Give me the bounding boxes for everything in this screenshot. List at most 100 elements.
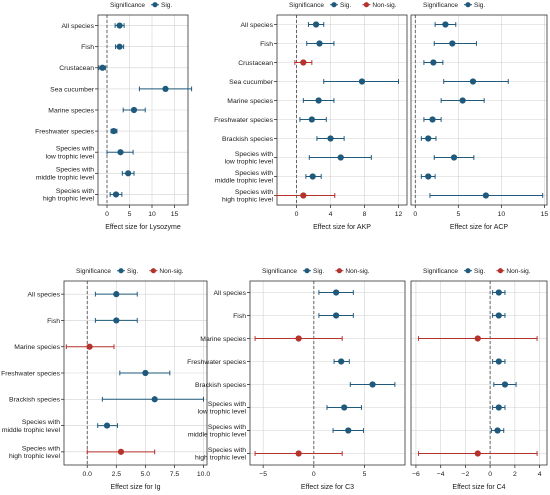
legend: Significance Sig. — [110, 2, 172, 9]
estimate-point — [300, 59, 307, 66]
category-label: Freshwater species — [187, 359, 247, 366]
category-label: Species with middle trophic level — [188, 424, 247, 439]
x-tick-label: 10.0 — [197, 471, 210, 478]
category-label: Marine species — [200, 336, 246, 343]
legend: Significance Sig. Non-sig. — [289, 2, 397, 9]
legend-key-dot — [150, 268, 156, 274]
forest-panel: Significance Sig. Non-sig. −6 −4 −2 0 2 4 Effect … — [410, 268, 548, 491]
category-label: Fish — [260, 41, 273, 48]
estimate-point — [369, 381, 376, 388]
x-tick-label: 0 — [295, 211, 299, 218]
x-tick-label: −4 — [437, 471, 445, 478]
legend-title: Significance — [76, 268, 111, 275]
x-tick-label: 5 — [363, 471, 367, 478]
x-axis-title: Effect size for Lysozyme — [105, 224, 181, 231]
legend-label: Non-sig. — [506, 268, 530, 275]
category-label: Species with high trophic level — [43, 188, 94, 203]
category-label: Brackish species — [222, 136, 274, 143]
estimate-point — [315, 97, 322, 104]
estimate-point — [358, 78, 366, 85]
x-tick-label: 2.5 — [112, 471, 122, 478]
plot-frame — [276, 14, 408, 206]
estimate-point — [117, 149, 124, 156]
x-tick-label: 15 — [171, 211, 179, 218]
x-axis-title: Effect size for C3 — [301, 484, 354, 491]
legend: Significance Sig. Non-sig. — [262, 268, 370, 275]
estimate-point — [116, 43, 123, 50]
category-label: Crustacean — [238, 60, 273, 67]
category-label: Marine species — [48, 107, 94, 114]
x-tick-label: −2 — [462, 471, 470, 478]
estimate-point — [341, 404, 348, 411]
category-label: All species — [28, 292, 61, 299]
x-axis-title: Effect size for Ig — [110, 484, 160, 491]
estimate-point — [345, 427, 352, 434]
estimate-point — [103, 422, 111, 429]
forest-panel: Significance Sig. Non-sig. 0.0 2.5 5.0 7.5 10.0… — [1, 268, 210, 491]
legend: Significance Sig. Non-sig. — [76, 268, 184, 275]
category-label: Marine species — [227, 98, 273, 105]
legend-key-dot — [118, 268, 124, 274]
category-label: Freshwater species — [1, 370, 61, 377]
estimate-point — [162, 85, 169, 92]
category-label: Sea cucumber — [50, 86, 95, 93]
legend-title: Significance — [262, 268, 297, 275]
category-label: Brackish species — [9, 397, 61, 404]
estimate-point — [459, 97, 466, 104]
legend-key-dot — [152, 2, 158, 8]
legend-key-dot — [304, 268, 310, 274]
category-label: Freshwater species — [214, 117, 274, 124]
forest-panel: Significance Sig. Non-sig. −5 0 5 Effect size … — [187, 268, 406, 491]
x-tick-label: 10 — [498, 211, 506, 218]
estimate-point — [495, 312, 502, 319]
estimate-point — [99, 64, 106, 71]
category-label: Fish — [81, 44, 94, 51]
category-label: All species — [241, 22, 274, 29]
estimate-point — [442, 21, 449, 28]
legend: Significance Sig. — [423, 2, 485, 9]
category-label: Brackish species — [195, 382, 247, 389]
estimate-point — [450, 154, 458, 161]
estimate-point — [337, 154, 344, 161]
estimate-point — [117, 448, 125, 455]
legend-label: Sig. — [474, 2, 485, 9]
estimate-point — [333, 289, 340, 296]
x-tick-label: 0 — [105, 211, 109, 218]
estimate-point — [142, 369, 149, 377]
estimate-point — [130, 106, 138, 114]
x-axis-title: Effect size for AKP — [313, 224, 371, 231]
estimate-point — [430, 59, 437, 66]
x-tick-label: 7.5 — [170, 471, 180, 478]
x-tick-label: 2 — [513, 471, 517, 478]
plot-frame — [410, 280, 548, 466]
x-axis-title: Effect size for ACP — [450, 224, 509, 231]
category-label: Species with high trophic level — [195, 447, 246, 462]
legend-title: Significance — [289, 2, 324, 9]
category-label: Species with middle trophic level — [36, 167, 95, 182]
estimate-point — [316, 40, 323, 47]
category-label: Crustacean — [59, 65, 94, 72]
forest-panel: Significance Sig. 0 5 10 15 Effect size for AC… — [410, 2, 549, 231]
x-tick-label: 5.0 — [141, 471, 151, 478]
estimate-point — [113, 317, 120, 324]
estimate-point — [308, 116, 315, 123]
estimate-point — [295, 450, 302, 457]
estimate-point — [429, 116, 436, 123]
forest-panel: Significance Sig. Non-sig. 0 4 8 12 Effect size… — [214, 2, 408, 231]
legend-key-dot — [336, 268, 342, 274]
estimate-point — [425, 135, 432, 142]
legend-label: Sig. — [161, 2, 172, 9]
estimate-point — [338, 358, 345, 365]
legend-label: Sig. — [313, 268, 324, 275]
x-tick-label: −5 — [259, 471, 267, 478]
estimate-point — [333, 312, 340, 319]
x-tick-label: 5 — [456, 211, 460, 218]
x-tick-label: 15 — [541, 211, 549, 218]
estimate-point — [482, 192, 489, 199]
legend: Significance Sig. Non-sig. — [423, 268, 531, 275]
legend-title: Significance — [423, 2, 458, 9]
estimate-point — [86, 343, 93, 350]
estimate-point — [312, 21, 320, 28]
legend-title: Significance — [110, 2, 145, 9]
estimate-point — [474, 450, 481, 457]
